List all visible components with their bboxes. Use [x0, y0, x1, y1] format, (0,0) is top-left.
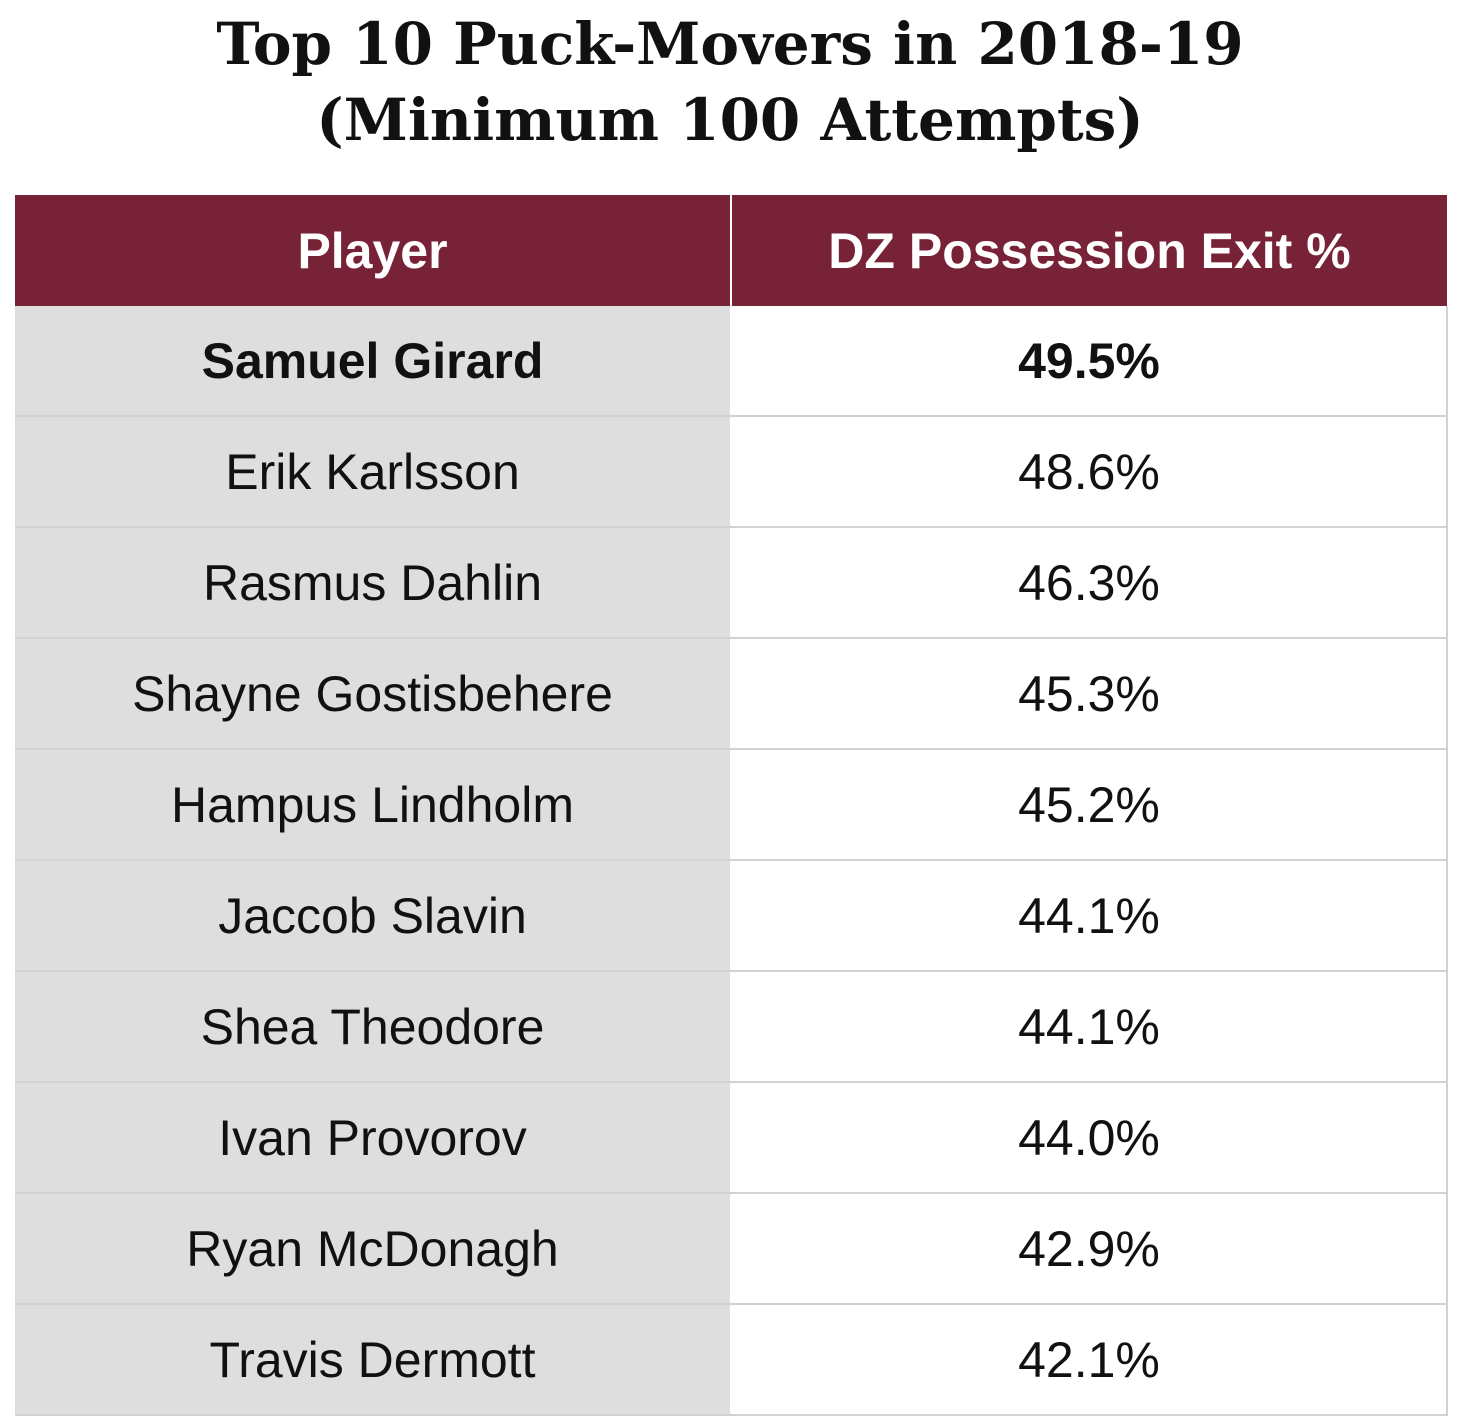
table-header-row: Player DZ Possession Exit %	[15, 195, 1447, 306]
puck-movers-table: Player DZ Possession Exit % Samuel Girar…	[15, 195, 1448, 1416]
chart-title: Top 10 Puck-Movers in 2018-19	[216, 10, 1244, 78]
dz-exit-pct-cell: 44.0%	[731, 1082, 1448, 1194]
dz-exit-pct-cell: 42.1%	[731, 1304, 1448, 1416]
column-header-player: Player	[15, 195, 732, 306]
table-row: Rasmus Dahlin 46.3%	[15, 527, 1448, 639]
player-name-cell: Travis Dermott	[15, 1304, 732, 1416]
player-name-cell: Shayne Gostisbehere	[15, 638, 732, 750]
table-row: Shayne Gostisbehere 45.3%	[15, 638, 1448, 750]
player-name-cell: Jaccob Slavin	[15, 860, 732, 972]
player-name-cell: Hampus Lindholm	[15, 749, 732, 861]
table-row: Erik Karlsson 48.6%	[15, 416, 1448, 528]
dz-exit-pct-cell: 44.1%	[731, 860, 1448, 972]
table-row: Shea Theodore 44.1%	[15, 971, 1448, 1083]
dz-exit-pct-cell: 46.3%	[731, 527, 1448, 639]
player-name-cell: Shea Theodore	[15, 971, 732, 1083]
player-name-cell: Samuel Girard	[15, 306, 732, 417]
column-header-dz-exit-pct: DZ Possession Exit %	[731, 195, 1447, 306]
table-row: Samuel Girard 49.5%	[15, 306, 1448, 417]
table-body: Samuel Girard 49.5% Erik Karlsson 48.6% Rasm…	[15, 306, 1448, 1416]
dz-exit-pct-cell: 49.5%	[731, 306, 1448, 417]
player-name-cell: Erik Karlsson	[15, 416, 732, 528]
table-row: Travis Dermott 42.1%	[15, 1304, 1448, 1416]
chart-subtitle: (Minimum 100 Attempts)	[316, 86, 1144, 154]
dz-exit-pct-cell: 48.6%	[731, 416, 1448, 528]
player-name-cell: Ivan Provorov	[15, 1082, 732, 1194]
player-name-cell: Ryan McDonagh	[15, 1193, 732, 1305]
table-row: Hampus Lindholm 45.2%	[15, 749, 1448, 861]
chart-title-block: Top 10 Puck-Movers in 2018-19 (Minimum 1…	[0, 6, 1460, 158]
dz-exit-pct-cell: 42.9%	[731, 1193, 1448, 1305]
table-row: Ivan Provorov 44.0%	[15, 1082, 1448, 1194]
dz-exit-pct-cell: 45.3%	[731, 638, 1448, 750]
dz-exit-pct-cell: 45.2%	[731, 749, 1448, 861]
table-row: Jaccob Slavin 44.1%	[15, 860, 1448, 972]
table-row: Ryan McDonagh 42.9%	[15, 1193, 1448, 1305]
player-name-cell: Rasmus Dahlin	[15, 527, 732, 639]
dz-exit-pct-cell: 44.1%	[731, 971, 1448, 1083]
